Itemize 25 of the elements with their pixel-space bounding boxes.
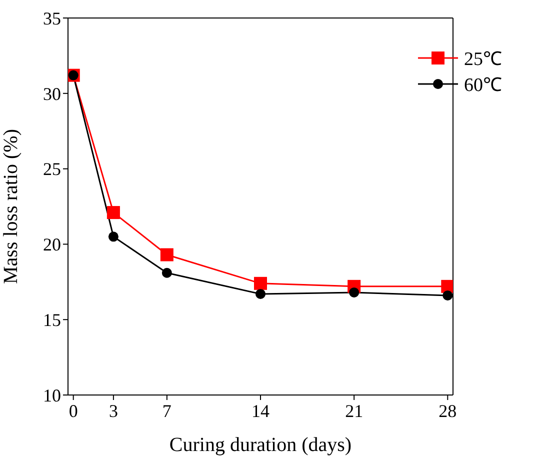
- y-tick-label: 35: [43, 8, 61, 28]
- point: [160, 248, 174, 262]
- point: [162, 268, 172, 278]
- x-tick-label: 14: [252, 400, 270, 421]
- y-tick-label: 20: [43, 234, 61, 255]
- y-axis-title: Mass loss ratio (%): [0, 129, 22, 284]
- y-tick-label: 25: [43, 159, 61, 180]
- x-tick-label: 21: [345, 400, 364, 421]
- x-tick-label: 0: [68, 400, 78, 421]
- point: [254, 276, 267, 290]
- point: [256, 288, 266, 299]
- point: [349, 287, 360, 298]
- point: [106, 206, 120, 220]
- x-tick-label: 28: [438, 400, 457, 421]
- point: [441, 280, 453, 293]
- point: [108, 232, 118, 242]
- legend-label: 25℃: [464, 48, 502, 71]
- x-tick-label: 3: [108, 400, 118, 421]
- y-tick-label: 10: [43, 385, 61, 406]
- legend-label: 60℃: [464, 74, 502, 97]
- y-tick-label: 30: [43, 84, 61, 104]
- y-tick-label: 15: [43, 310, 61, 330]
- point: [442, 290, 453, 300]
- x-axis-title: Curing duration (days): [169, 434, 352, 456]
- x-tick-label: 7: [162, 400, 172, 421]
